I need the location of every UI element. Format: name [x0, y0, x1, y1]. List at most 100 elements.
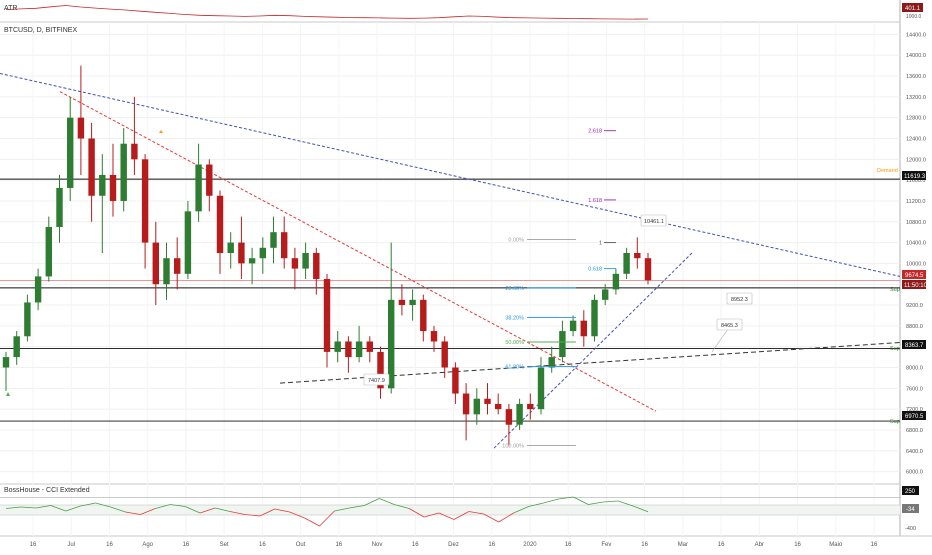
candle-body[interactable]: [452, 367, 459, 394]
candle-body[interactable]: [109, 174, 117, 201]
candle-body[interactable]: [537, 367, 545, 410]
cci-line-segment: [20, 506, 36, 509]
price-tick-label: 10800.0: [906, 220, 926, 226]
candle-body[interactable]: [634, 253, 641, 259]
price-tick-label: 10400.0: [906, 241, 926, 247]
candle-body[interactable]: [409, 299, 416, 306]
time-tick-label: 16: [641, 542, 648, 548]
candle-body[interactable]: [99, 174, 106, 196]
candle-body[interactable]: [13, 336, 20, 358]
candle-body[interactable]: [569, 320, 577, 332]
cci-value-tag-1: 250: [905, 489, 916, 495]
candle-body[interactable]: [505, 409, 513, 425]
callout-target-1: 8952.3: [731, 297, 748, 303]
time-tick-label: Maio: [829, 542, 843, 548]
candle-body[interactable]: [420, 299, 427, 332]
price-tick-label: 14000.0: [906, 53, 926, 59]
cci-line-segment: [244, 514, 260, 517]
price-tick-label: 7600.0: [906, 386, 923, 392]
candle-body[interactable]: [430, 331, 438, 342]
candle-body[interactable]: [398, 299, 406, 306]
fibonacci-retracement[interactable]: 0.00% 23.60% 38.20% 50.00% 61.80% 100.00% 2.61…: [502, 129, 616, 450]
candle-body[interactable]: [227, 242, 234, 253]
candle-body[interactable]: [216, 195, 224, 253]
candle-body[interactable]: [238, 242, 245, 264]
candle-body[interactable]: [34, 276, 42, 303]
price-tick-label: 13600.0: [906, 74, 926, 80]
countdown-tag-bg: [902, 280, 926, 289]
candle-body[interactable]: [173, 258, 181, 274]
candle-body[interactable]: [580, 320, 588, 337]
candle-body[interactable]: [441, 341, 448, 368]
level-tag-2-bg: [902, 340, 926, 349]
candle-body[interactable]: [120, 143, 127, 201]
candle-body[interactable]: [591, 299, 598, 337]
candle-body[interactable]: [548, 357, 555, 368]
callout-target-2-box: [716, 318, 743, 331]
candle-body[interactable]: [484, 398, 491, 404]
candle-body[interactable]: [88, 138, 95, 196]
candlestick-series[interactable]: [2, 65, 652, 446]
candle-body[interactable]: [516, 403, 523, 425]
atr-axis-label: 1000.0: [906, 14, 922, 20]
candle-body[interactable]: [345, 341, 352, 358]
callout-low-box: [363, 373, 390, 386]
candle-body[interactable]: [623, 253, 630, 274]
candle-body[interactable]: [184, 211, 192, 274]
time-tick-label: 2020: [523, 542, 537, 548]
candle-body[interactable]: [248, 258, 256, 264]
cci-line-segment: [65, 505, 81, 512]
candle-body[interactable]: [163, 258, 170, 285]
cci-line-segment: [80, 502, 96, 507]
candle-body[interactable]: [387, 299, 395, 389]
candle-body[interactable]: [527, 403, 534, 410]
candle-body[interactable]: [131, 143, 138, 160]
candle-body[interactable]: [462, 393, 470, 415]
candle-body[interactable]: [377, 351, 384, 389]
candle-body[interactable]: [152, 242, 160, 285]
candle-body[interactable]: [291, 258, 299, 269]
candle-body[interactable]: [45, 226, 53, 277]
candle-body[interactable]: [644, 258, 652, 281]
candle-body[interactable]: [195, 164, 202, 212]
price-axis[interactable]: 14400.0 14000.0 13600.0 13200.0 12800.0 12400…: [906, 32, 926, 475]
level-tag-2: 8363.7: [905, 343, 924, 349]
fib-extension-label: 0.618: [588, 267, 602, 273]
demand-zone-label: Demand: [877, 168, 898, 174]
candle-body[interactable]: [280, 232, 288, 259]
candle-body[interactable]: [355, 341, 363, 358]
candle-body[interactable]: [601, 289, 609, 300]
atr-line[interactable]: [5, 5, 649, 20]
candle-body[interactable]: [270, 232, 277, 248]
candle-body[interactable]: [141, 159, 149, 243]
time-axis[interactable]: 16 Jul 16 Ago 16 Set 16 Out 16 Nov 16 Dez 16 2020 16 Fe…: [30, 542, 878, 548]
candle-body[interactable]: [77, 117, 85, 139]
candle-body[interactable]: [334, 341, 341, 352]
time-tick-label: 16: [488, 542, 495, 548]
candle-body[interactable]: [206, 164, 213, 196]
candle-body[interactable]: [494, 403, 502, 410]
candle-body[interactable]: [2, 357, 10, 368]
price-tick-label: 14400.0: [906, 32, 926, 38]
candle-body[interactable]: [323, 279, 331, 352]
candle-body[interactable]: [56, 187, 63, 227]
candle-body[interactable]: [612, 273, 620, 290]
atr-pane-title: ATR: [4, 5, 17, 12]
candle-body[interactable]: [559, 331, 566, 358]
candle-body[interactable]: [313, 253, 320, 280]
cci-line-segment: [558, 496, 574, 500]
candle-body[interactable]: [259, 247, 267, 259]
callout-low: 7407.9: [368, 378, 385, 384]
candle-body[interactable]: [473, 398, 481, 415]
cci-line-segment: [394, 504, 410, 509]
candle-body[interactable]: [302, 253, 309, 269]
candle-body[interactable]: [366, 341, 374, 352]
price-tick-label: 12000.0: [906, 157, 926, 163]
cci-pane[interactable]: [0, 496, 900, 527]
candle-body[interactable]: [24, 302, 31, 337]
price-tick-label: 12800.0: [906, 116, 926, 122]
candle-body[interactable]: [66, 117, 74, 188]
